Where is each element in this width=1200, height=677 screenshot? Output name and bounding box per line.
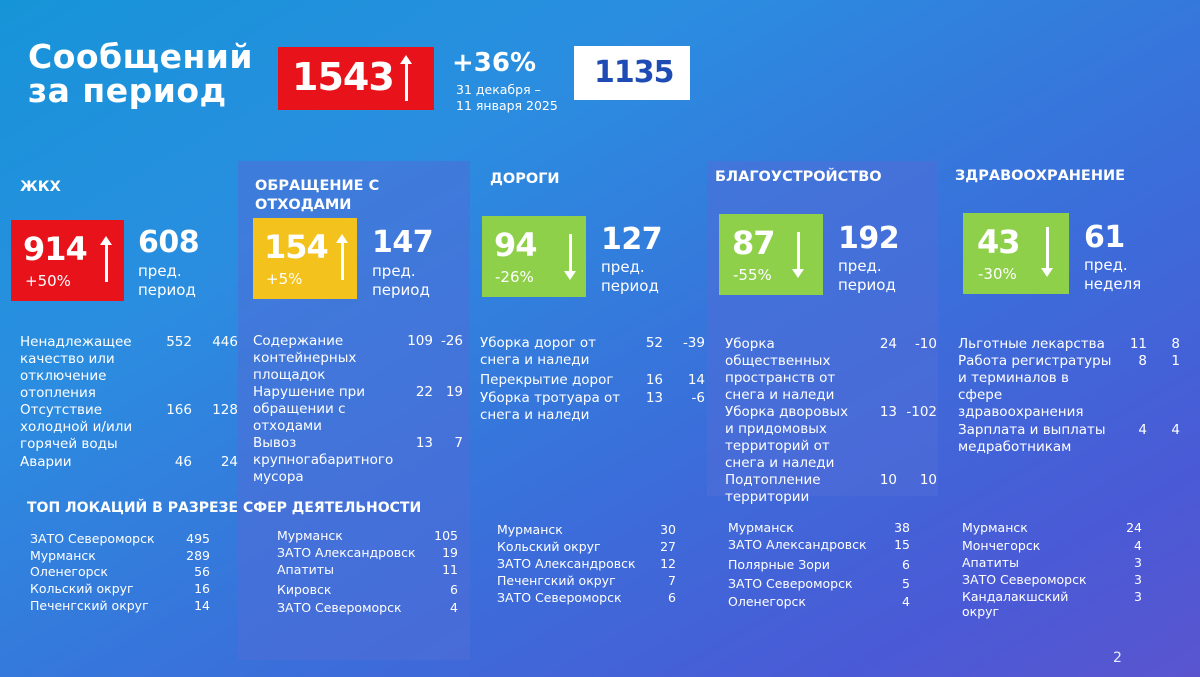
- landscaping-prev-label: пред. период: [838, 257, 896, 294]
- category-title-healthcare: ЗДРАВООХРАНЕНИЕ: [955, 168, 1126, 184]
- category-title-roads: ДОРОГИ: [490, 171, 560, 187]
- arrow-up-icon: [400, 55, 412, 101]
- roads-prev-label: пред. период: [601, 258, 659, 295]
- landscaping-prev-value: 192: [838, 221, 900, 256]
- previous-total-badge: 1135: [574, 46, 690, 100]
- healthcare-prev-value: 61: [1084, 220, 1125, 255]
- total-messages-value: 1543: [292, 55, 395, 99]
- arrow-down-icon: [1041, 227, 1053, 277]
- previous-total-value: 1135: [594, 55, 674, 90]
- arrow-up-icon: [100, 236, 112, 282]
- top-locations-heading: ТОП ЛОКАЦИЙ В РАЗРЕЗЕ СФЕР ДЕЯТЕЛЬНОСТИ: [27, 500, 422, 516]
- housing-prev-value: 608: [138, 225, 200, 260]
- housing-locations: ЗАТО Североморск 495 Мурманск 289 Оленегор…: [30, 531, 210, 613]
- waste-prev-label: пред. период: [372, 262, 430, 299]
- category-title-landscaping: БЛАГОУСТРОЙСТВО: [715, 169, 882, 185]
- category-title-housing: ЖКХ: [20, 179, 61, 195]
- arrow-up-icon: [336, 234, 348, 280]
- landscaping-kpi-badge: 87 -55%: [719, 214, 823, 295]
- landscaping-locations: Мурманск 38 ЗАТО Александровск 15 Полярные…: [728, 520, 910, 609]
- healthcare-kpi-badge: 43 -30%: [963, 213, 1069, 294]
- waste-kpi-badge: 154 +5%: [253, 218, 357, 299]
- roads-prev-value: 127: [601, 222, 663, 257]
- roads-kpi-badge: 94 -26%: [482, 216, 586, 297]
- total-messages-badge: 1543: [278, 47, 434, 110]
- healthcare-prev-label: пред. неделя: [1084, 256, 1142, 293]
- housing-prev-label: пред. период: [138, 262, 196, 299]
- arrow-down-icon: [564, 234, 576, 280]
- healthcare-locations: Мурманск 24 Мончегорск 4 Апатиты 3 ЗАТО Сев…: [962, 520, 1142, 619]
- roads-locations: Мурманск 30 Кольский округ 27 ЗАТО Алексан…: [497, 522, 676, 605]
- total-growth: +36%: [452, 48, 537, 78]
- housing-kpi-badge: 914 +50%: [11, 220, 124, 301]
- period-dates: 31 декабря – 11 января 2025: [456, 82, 558, 113]
- waste-locations: Мурманск 105 ЗАТО Александровск 19 Апатиты…: [277, 528, 458, 615]
- page-number: 2: [1113, 650, 1122, 666]
- waste-prev-value: 147: [372, 225, 434, 260]
- page-title: Сообщений за период: [28, 37, 254, 110]
- category-title-waste: ОБРАЩЕНИЕ С ОТХОДАМИ: [255, 178, 380, 213]
- arrow-down-icon: [792, 232, 804, 278]
